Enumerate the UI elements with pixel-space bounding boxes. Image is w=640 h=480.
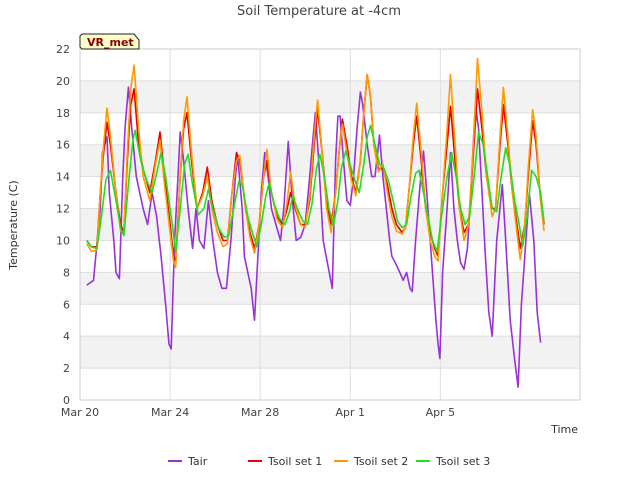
legend-label: Tsoil set 1 xyxy=(267,455,322,468)
legend-item: Tair xyxy=(168,455,208,468)
grid-band xyxy=(80,80,580,113)
series-lines xyxy=(86,57,545,388)
y-axis-title: Temperature (C) xyxy=(7,180,20,270)
y-tick-label: 12 xyxy=(56,203,70,216)
x-tick-label: Apr 5 xyxy=(426,406,456,419)
y-tick-label: 6 xyxy=(63,298,70,311)
series-line-tair xyxy=(86,86,542,388)
x-tick-label: Mar 24 xyxy=(151,406,189,419)
legend-item: Tsoil set 2 xyxy=(334,455,408,468)
y-tick-label: 14 xyxy=(56,171,70,184)
plot-area-border xyxy=(79,48,581,401)
x-axis-ticks: Mar 20 Mar 24 Mar 28 Apr 1 Apr 5 xyxy=(61,406,455,419)
x-axis-title: Time xyxy=(550,423,578,436)
legend-item: Tsoil set 1 xyxy=(248,455,322,468)
y-tick-label: 8 xyxy=(63,266,70,279)
x-tick-label: Mar 20 xyxy=(61,406,99,419)
y-tick-label: 10 xyxy=(56,234,70,247)
x-tick-label: Apr 1 xyxy=(336,406,366,419)
y-tick-label: 2 xyxy=(63,362,70,375)
series-line-tsoil-set-3 xyxy=(86,124,545,253)
y-tick-label: 18 xyxy=(56,107,70,120)
legend-label: Tsoil set 2 xyxy=(353,455,408,468)
y-tick-label: 22 xyxy=(56,43,70,56)
legend-label: Tsoil set 3 xyxy=(435,455,490,468)
y-tick-label: 4 xyxy=(63,330,70,343)
legend-item: Tsoil set 3 xyxy=(416,455,490,468)
station-badge: VR_met xyxy=(79,33,140,50)
grid-band xyxy=(80,336,580,369)
chart-title: Soil Temperature at -4cm xyxy=(237,4,401,19)
y-tick-label: 20 xyxy=(56,75,70,88)
legend: Tair Tsoil set 1 Tsoil set 2 Tsoil set 3 xyxy=(168,455,490,468)
series-line-tsoil-set-2 xyxy=(86,57,545,269)
station-badge-box xyxy=(79,33,140,50)
y-tick-label: 0 xyxy=(63,394,70,407)
y-tick-label: 16 xyxy=(56,139,70,152)
station-badge-label: VR_met xyxy=(87,36,134,49)
x-tick-label: Mar 28 xyxy=(241,406,279,419)
legend-label: Tair xyxy=(187,455,208,468)
y-axis-ticks: 0 2 4 6 8 10 12 14 16 18 20 22 xyxy=(56,43,70,407)
